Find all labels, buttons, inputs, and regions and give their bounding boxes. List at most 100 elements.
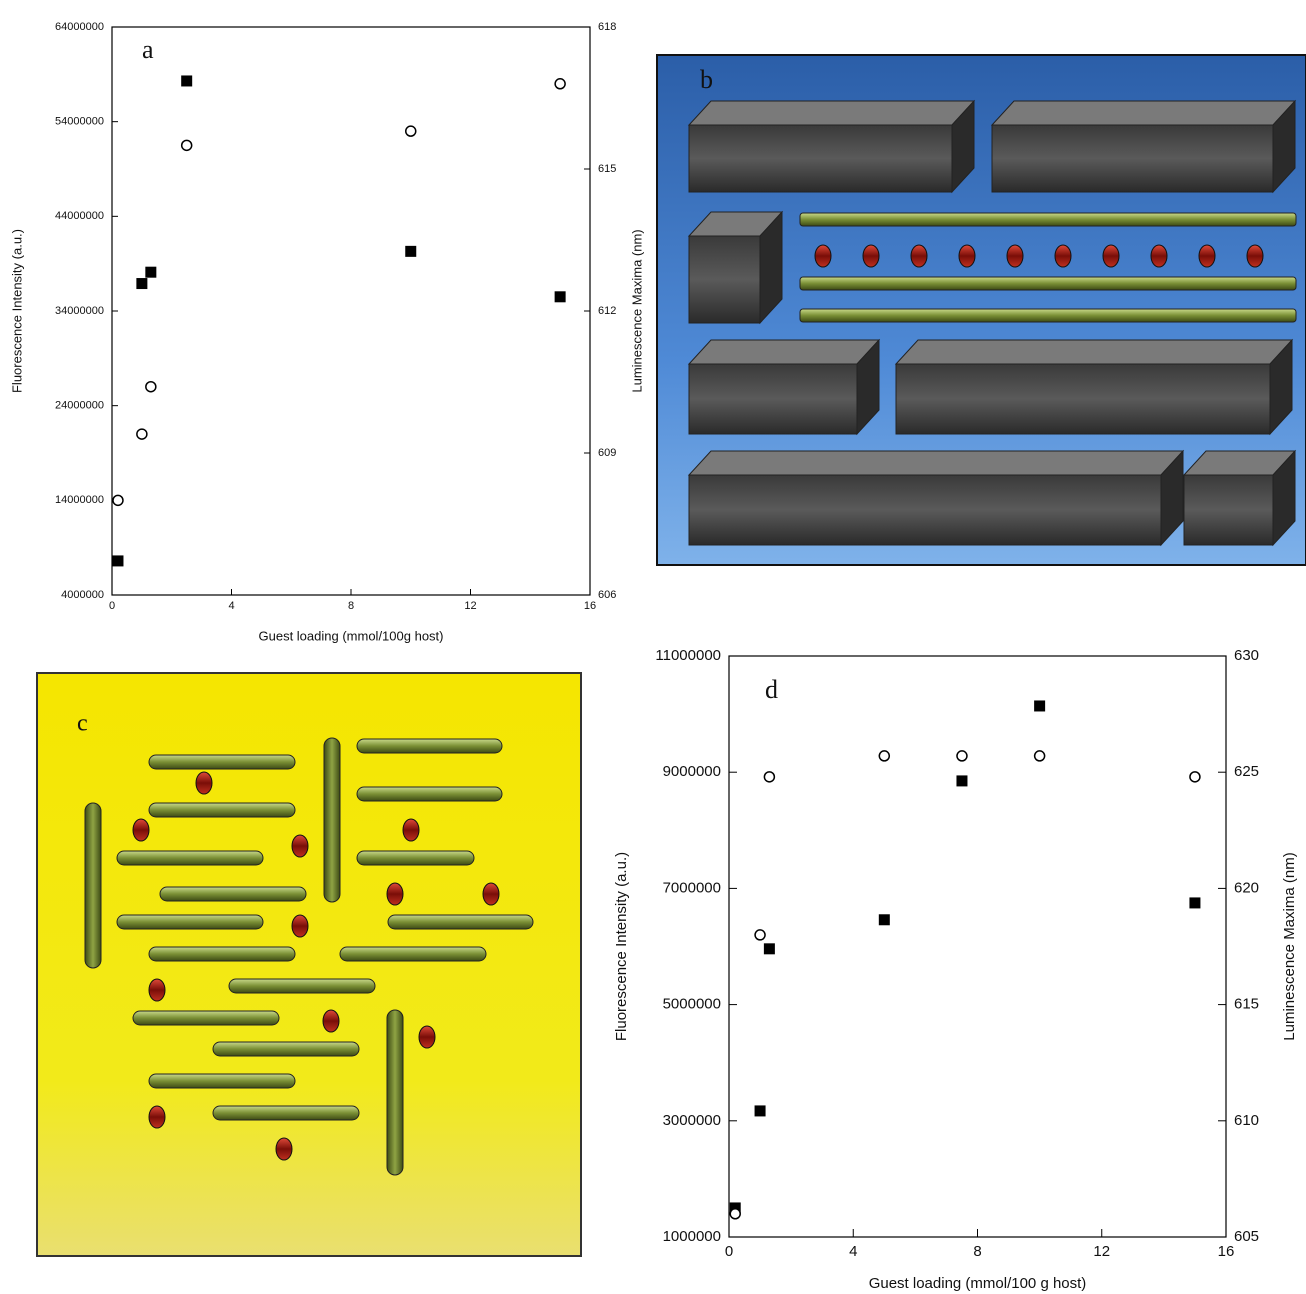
- x-tick-label: 16: [1218, 1243, 1235, 1260]
- y-tick-label: 3000000: [663, 1112, 721, 1129]
- rod: [357, 739, 502, 753]
- panel-label: d: [765, 675, 778, 704]
- guest: [149, 1106, 165, 1128]
- point-square: [956, 775, 967, 786]
- block-top: [689, 101, 974, 125]
- point-square: [1189, 897, 1200, 908]
- page: {"chart_data": [ {"type": "scatter", "la…: [0, 0, 1306, 1294]
- point-circle: [764, 772, 774, 782]
- block-front: [992, 125, 1273, 192]
- block-top: [689, 451, 1183, 475]
- block-top: [689, 340, 879, 364]
- block-front: [1184, 475, 1273, 545]
- point-circle: [879, 751, 889, 761]
- point-circle: [555, 79, 565, 89]
- y2-axis-title: Luminescence Maxima (nm): [629, 229, 644, 392]
- point-square: [405, 246, 416, 257]
- point-square: [136, 278, 147, 289]
- guest: [292, 835, 308, 857]
- rod: [340, 947, 486, 961]
- point-circle: [113, 495, 123, 505]
- point-square: [181, 75, 192, 86]
- y-tick-label: 64000000: [55, 21, 104, 33]
- x-tick-label: 16: [584, 600, 596, 612]
- guest: [419, 1026, 435, 1048]
- point-square: [755, 1105, 766, 1116]
- illustration-c: c: [37, 673, 581, 1256]
- guest: [1007, 245, 1023, 267]
- guest: [149, 979, 165, 1001]
- guest: [911, 245, 927, 267]
- y2-tick-label: 618: [598, 21, 616, 33]
- point-circle: [137, 429, 147, 439]
- guest: [276, 1138, 292, 1160]
- guest: [1247, 245, 1263, 267]
- rod: [160, 887, 306, 901]
- guest: [1055, 245, 1071, 267]
- guest: [959, 245, 975, 267]
- rod: [229, 979, 375, 993]
- panel-label: a: [142, 35, 154, 64]
- point-circle: [755, 930, 765, 940]
- x-tick-label: 12: [464, 600, 476, 612]
- point-square: [879, 914, 890, 925]
- y-tick-label: 54000000: [55, 116, 104, 128]
- y-tick-label: 7000000: [663, 879, 721, 896]
- point-square: [112, 555, 123, 566]
- point-square: [145, 267, 156, 278]
- guest: [387, 883, 403, 905]
- rod: [800, 277, 1296, 290]
- guest: [292, 915, 308, 937]
- guest: [196, 772, 212, 794]
- y-tick-label: 5000000: [663, 996, 721, 1013]
- guest: [1199, 245, 1215, 267]
- y-axis-title: Fluorescence Intensity (a.u.): [9, 229, 24, 393]
- rod: [149, 803, 295, 817]
- y2-tick-label: 615: [1234, 996, 1259, 1013]
- plot-frame: [112, 27, 590, 595]
- x-tick-label: 4: [228, 600, 234, 612]
- rod: [387, 1010, 403, 1175]
- y2-tick-label: 610: [1234, 1112, 1259, 1129]
- y-tick-label: 24000000: [55, 400, 104, 412]
- illustration-b: b: [657, 55, 1306, 565]
- rod: [85, 803, 101, 968]
- block-top: [896, 340, 1292, 364]
- y2-tick-label: 612: [598, 305, 616, 317]
- block-front: [689, 364, 857, 434]
- guest: [323, 1010, 339, 1032]
- x-axis-title: Guest loading (mmol/100 g host): [869, 1275, 1087, 1292]
- figure: b c 048121640000001400000024000000340000…: [0, 0, 1306, 1294]
- y2-tick-label: 615: [598, 163, 616, 175]
- point-square: [555, 291, 566, 302]
- y2-tick-label: 630: [1234, 647, 1259, 664]
- point-circle: [1035, 751, 1045, 761]
- rod: [213, 1106, 359, 1120]
- y-axis-title: Fluorescence Intensity (a.u.): [613, 852, 630, 1041]
- point-circle: [182, 140, 192, 150]
- y-tick-label: 1000000: [663, 1228, 721, 1245]
- y-tick-label: 9000000: [663, 763, 721, 780]
- guest: [483, 883, 499, 905]
- rod: [117, 915, 263, 929]
- guest: [863, 245, 879, 267]
- y2-tick-label: 609: [598, 447, 616, 459]
- block-front: [896, 364, 1270, 434]
- rod: [117, 851, 263, 865]
- point-circle: [957, 751, 967, 761]
- rod: [149, 755, 295, 769]
- x-tick-label: 0: [109, 600, 115, 612]
- panel-label: c: [77, 711, 88, 737]
- x-axis-title: Guest loading (mmol/100g host): [259, 628, 444, 643]
- guest: [1103, 245, 1119, 267]
- block-front: [689, 236, 760, 323]
- rod: [149, 947, 295, 961]
- y2-tick-label: 606: [598, 589, 616, 601]
- block-top: [992, 101, 1295, 125]
- rod: [800, 213, 1296, 226]
- point-square: [1034, 700, 1045, 711]
- x-tick-label: 12: [1093, 1243, 1110, 1260]
- y-tick-label: 34000000: [55, 305, 104, 317]
